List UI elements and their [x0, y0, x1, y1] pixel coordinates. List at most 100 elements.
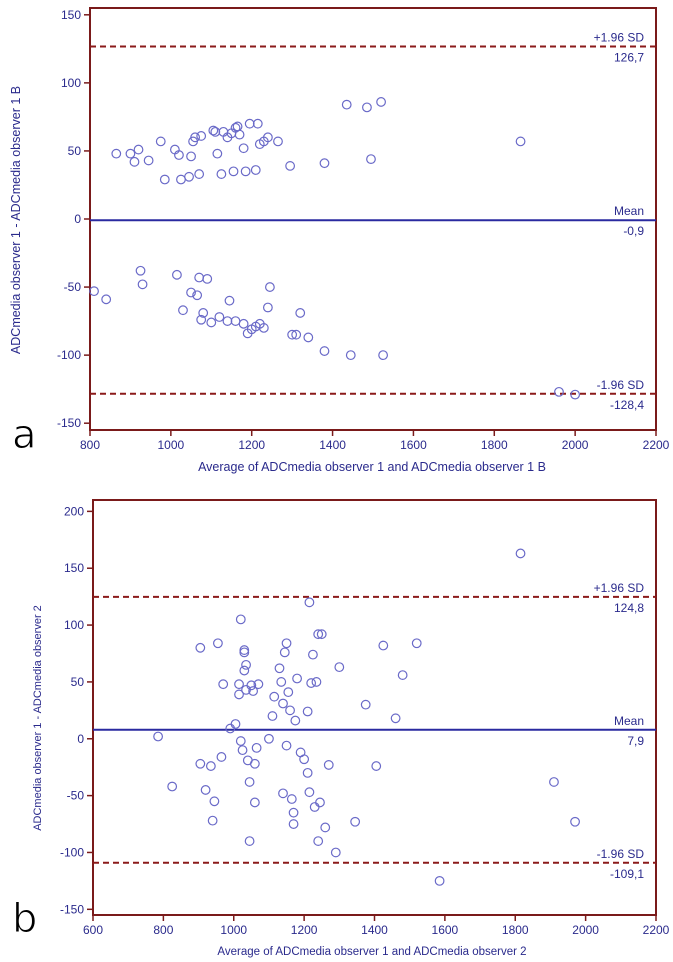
data-point	[411, 638, 422, 649]
data-point	[250, 165, 261, 175]
data-point	[155, 136, 166, 147]
data-point	[378, 640, 389, 651]
y-tick-label: 200	[64, 504, 84, 518]
data-point	[515, 548, 526, 559]
data-point	[234, 679, 244, 690]
data-point	[292, 673, 302, 684]
x-tick-label: 1800	[502, 923, 529, 937]
data-point	[281, 638, 292, 649]
data-point	[258, 323, 269, 333]
data-point	[378, 350, 389, 361]
data-point	[267, 711, 278, 721]
data-point	[262, 302, 273, 313]
data-point	[319, 346, 330, 356]
data-point	[239, 665, 250, 676]
data-point	[153, 731, 163, 742]
data-point	[234, 689, 244, 700]
data-point	[345, 350, 356, 361]
data-point	[213, 638, 223, 649]
x-tick-label: 2000	[572, 923, 599, 937]
data-point	[376, 97, 386, 107]
x-axis-label: Average of ADCmedia observer 1 and ADCme…	[198, 460, 546, 474]
data-point	[290, 715, 301, 726]
data-point	[304, 597, 315, 608]
data-point	[313, 836, 324, 846]
lower-value-label: -128,4	[610, 398, 644, 412]
upper-value-label: 124,8	[614, 601, 644, 615]
data-point	[159, 174, 170, 185]
data-point	[283, 687, 294, 698]
data-point	[281, 740, 292, 751]
panel-b: ADCmedia observer 1 - ADCmedia observer …	[12, 499, 670, 958]
data-point	[291, 329, 302, 340]
data-point	[137, 279, 148, 290]
data-point	[295, 308, 306, 318]
y-axis-label: ADCmedia observer 1 - ADCmedia observer …	[32, 605, 44, 831]
data-point	[570, 389, 581, 400]
x-tick-label: 1200	[291, 923, 318, 937]
data-point	[194, 272, 205, 283]
data-point	[287, 329, 298, 340]
x-tick-label: 800	[153, 923, 173, 937]
data-point	[252, 118, 263, 129]
plot-frame	[89, 7, 657, 431]
data-point	[133, 144, 144, 155]
y-tick-label: 100	[61, 76, 81, 90]
x-axis-label: Average of ADCmedia observer 1 and ADCme…	[217, 946, 526, 958]
data-point	[316, 629, 327, 640]
data-point	[195, 642, 206, 653]
data-point	[135, 265, 146, 276]
data-point	[178, 305, 188, 316]
data-point	[390, 713, 401, 724]
data-point	[241, 659, 251, 670]
y-tick-label: 0	[74, 212, 81, 226]
data-point	[313, 629, 324, 640]
data-point	[200, 785, 211, 795]
data-point	[238, 318, 249, 329]
data-point	[315, 797, 325, 808]
data-point	[244, 118, 255, 129]
data-point	[304, 787, 315, 798]
data-point	[143, 155, 154, 166]
data-point	[216, 169, 227, 179]
data-point	[285, 161, 296, 171]
data-point	[205, 761, 216, 771]
x-tick-label: 1200	[238, 438, 265, 452]
data-point	[208, 125, 219, 136]
data-point	[228, 166, 239, 177]
data-point	[246, 680, 257, 691]
data-point	[214, 312, 225, 322]
data-point	[172, 269, 182, 280]
data-point	[216, 752, 227, 762]
data-point	[111, 148, 122, 159]
data-point	[195, 758, 206, 769]
y-tick-label: 0	[77, 732, 84, 746]
data-point	[101, 294, 112, 305]
data-point	[238, 143, 249, 154]
data-point	[273, 136, 283, 147]
y-tick-label: 100	[64, 618, 84, 632]
data-point	[129, 156, 140, 167]
data-point	[244, 836, 255, 846]
data-point	[302, 767, 313, 778]
data-point	[176, 174, 186, 185]
data-point	[196, 131, 207, 141]
x-tick-label: 2000	[562, 438, 589, 452]
data-point	[276, 677, 287, 687]
data-point	[253, 679, 264, 690]
y-tick-label: -100	[57, 348, 81, 362]
x-tick-label: 1800	[481, 438, 508, 452]
data-point	[515, 136, 526, 147]
y-tick-label: -100	[60, 845, 84, 859]
data-point	[174, 150, 184, 160]
data-point	[371, 761, 382, 771]
data-point	[89, 286, 99, 297]
data-point	[240, 166, 251, 177]
plot-frame	[92, 499, 657, 916]
data-point	[224, 295, 235, 306]
data-point	[279, 647, 290, 658]
data-point	[234, 129, 245, 140]
data-point	[434, 875, 445, 886]
panel-letter-a: a	[12, 412, 37, 458]
